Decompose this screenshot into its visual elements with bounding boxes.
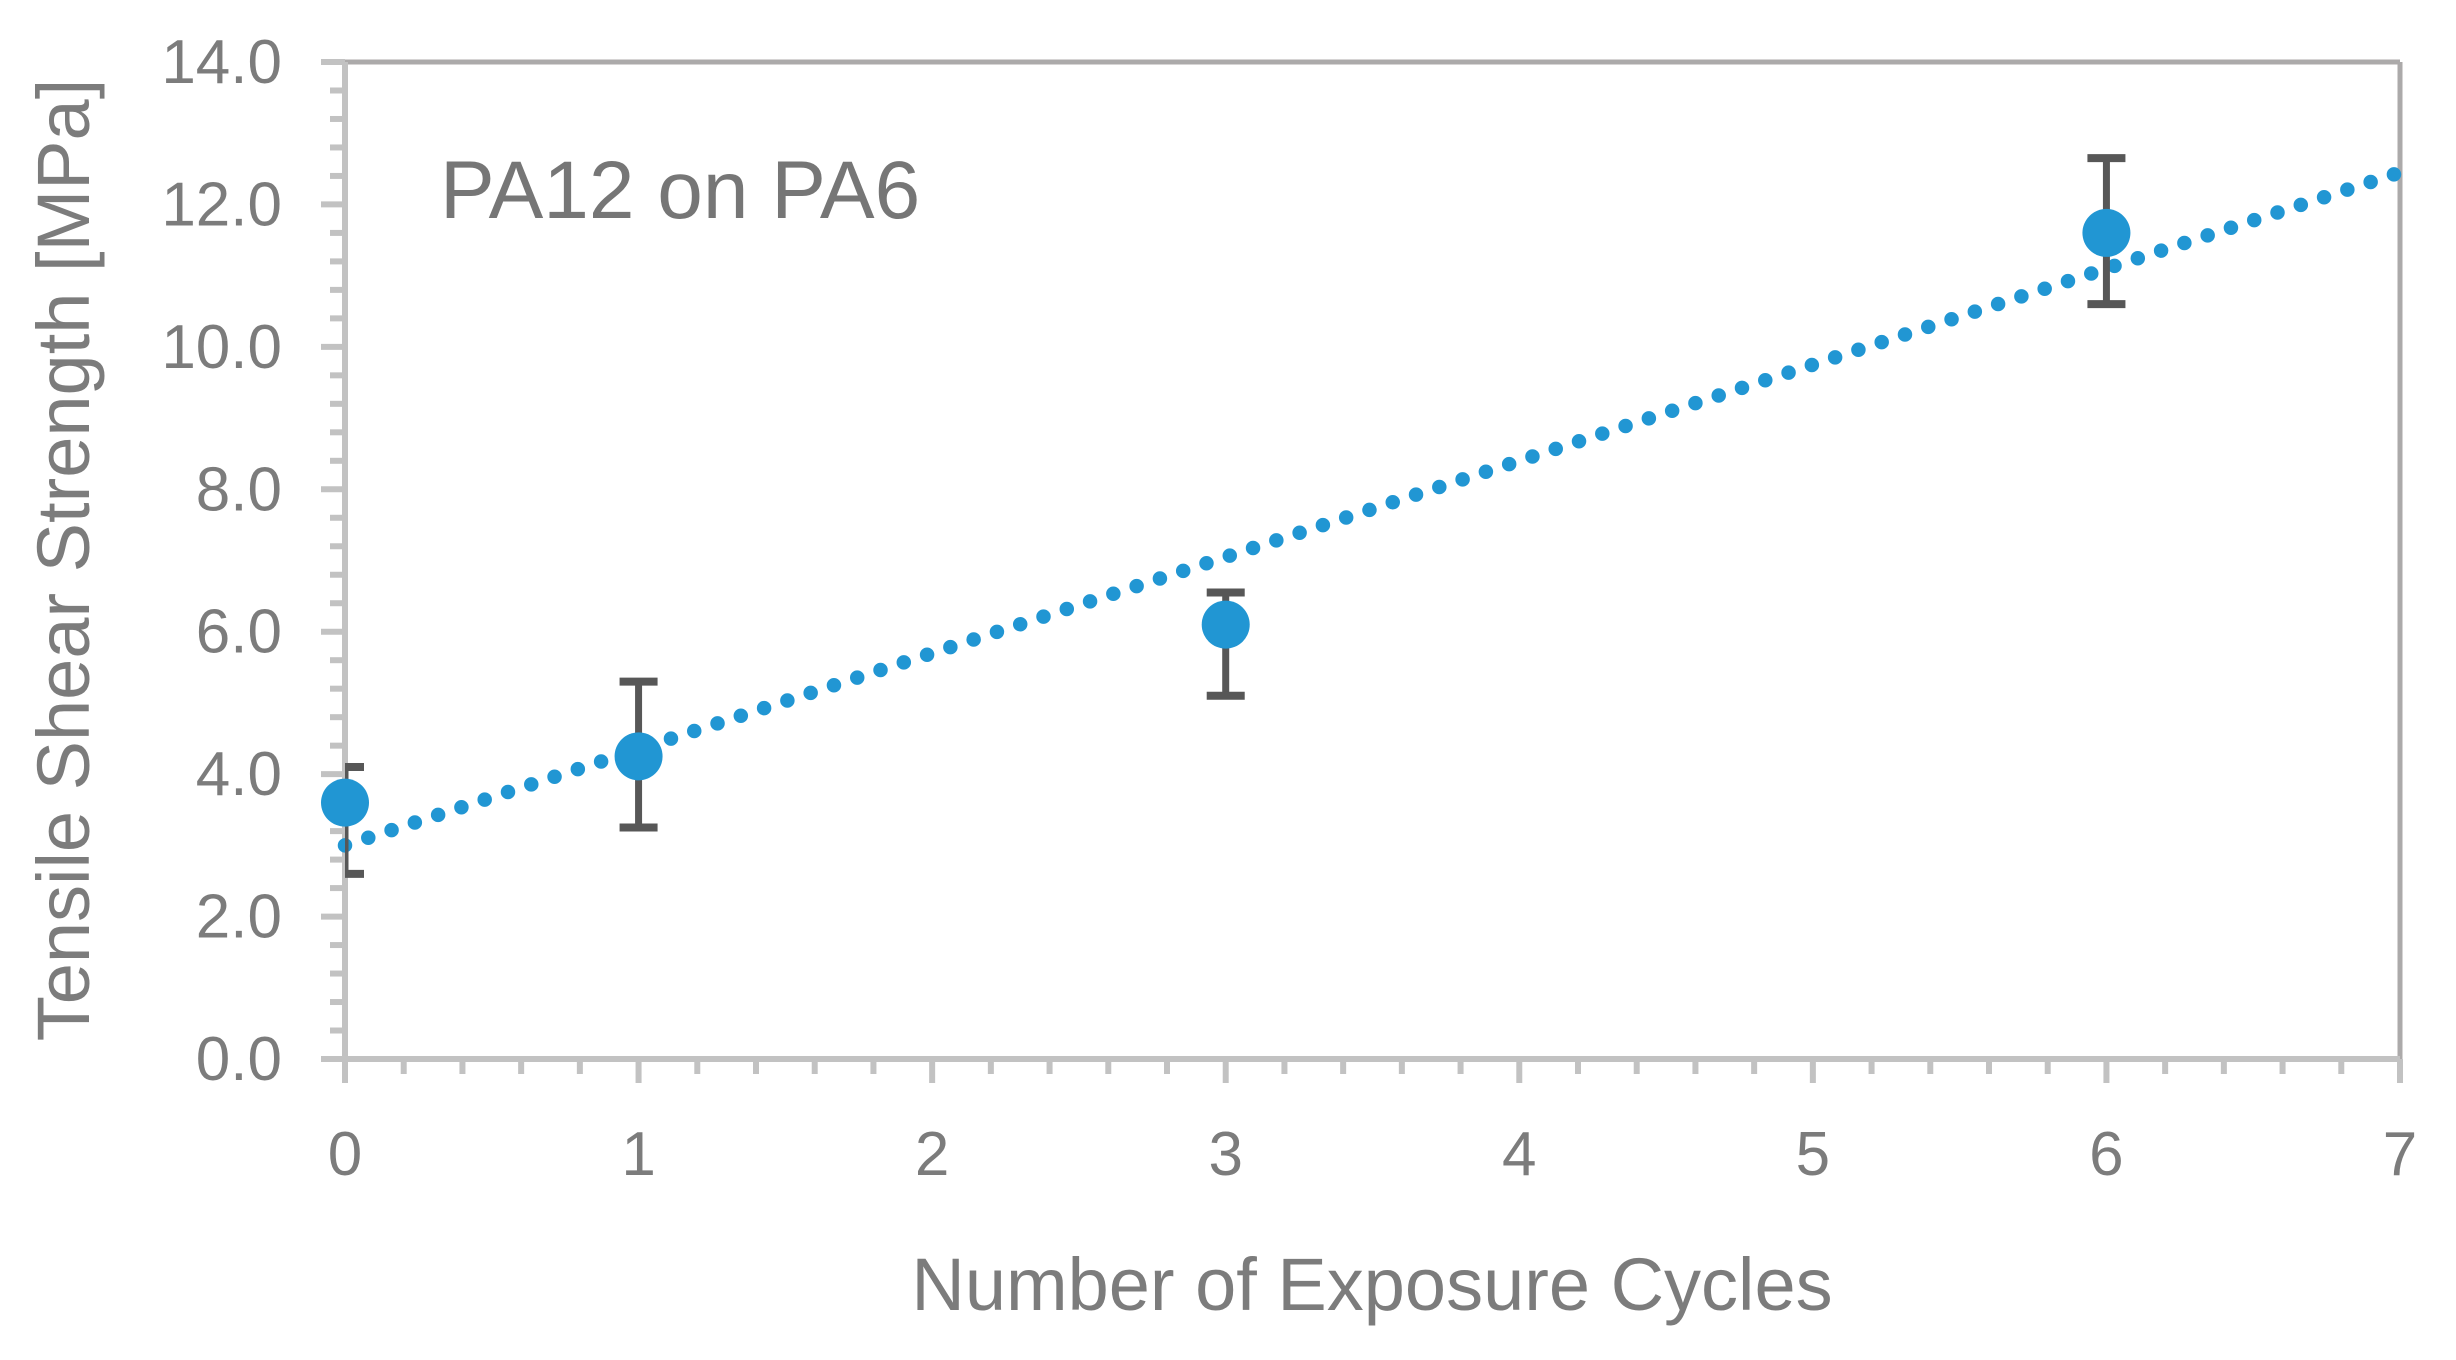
data-point-marker	[1201, 600, 1250, 649]
x-tick-label: 6	[2089, 1120, 2123, 1189]
y-tick-label: 14.0	[161, 28, 282, 97]
x-tick-label: 3	[1208, 1120, 1242, 1189]
trendline	[337, 165, 2408, 853]
y-tick-label: 8.0	[196, 455, 282, 524]
y-tick-label: 4.0	[196, 740, 282, 809]
x-tick-label: 5	[1796, 1120, 1830, 1189]
y-tick-label: 0.0	[196, 1025, 282, 1094]
x-tick-label: 0	[328, 1120, 362, 1189]
y-tick-label: 12.0	[161, 170, 282, 239]
data-point-marker	[321, 778, 369, 827]
series-annotation: PA12 on PA6	[440, 145, 921, 236]
x-tick-label: 7	[2383, 1120, 2417, 1189]
data-point-marker	[2082, 208, 2131, 257]
x-tick-label: 4	[1502, 1120, 1536, 1189]
data-point-marker	[614, 732, 663, 781]
y-tick-label: 6.0	[196, 598, 282, 667]
x-tick-label: 1	[621, 1120, 655, 1189]
y-axis-title: Tensile Shear Strength [MPa]	[22, 78, 105, 1042]
y-tick-label: 10.0	[161, 313, 282, 382]
x-tick-label: 2	[915, 1120, 949, 1189]
y-tick-label: 2.0	[196, 883, 282, 952]
x-axis-title: Number of Exposure Cycles	[911, 1243, 1833, 1326]
